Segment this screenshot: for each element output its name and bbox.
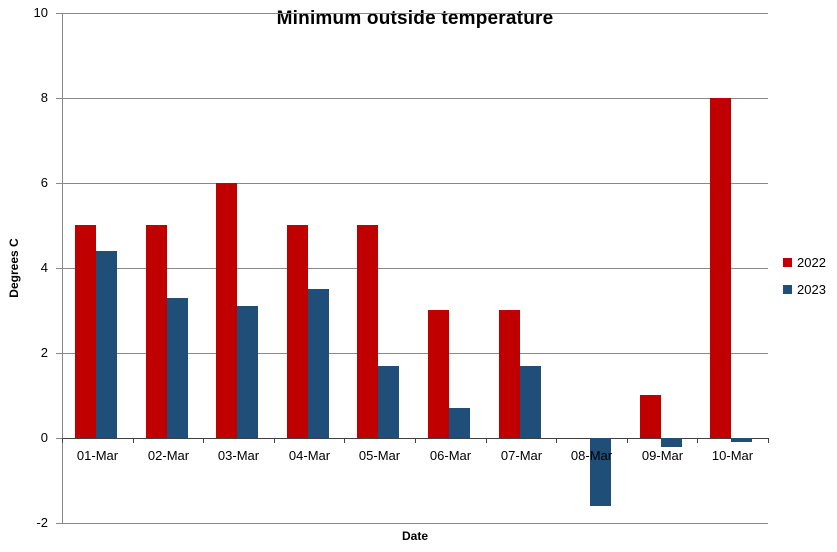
y-axis-tick — [56, 183, 62, 184]
plot-area — [62, 13, 768, 524]
x-tick-label: 06-Mar — [429, 448, 472, 463]
legend-swatch-2023 — [783, 285, 792, 294]
y-axis-tick — [56, 98, 62, 99]
y-tick-label: 4 — [40, 260, 48, 275]
legend-item-2023: 2023 — [783, 283, 826, 296]
x-axis-tick — [697, 438, 698, 443]
y-axis-tick — [56, 353, 62, 354]
bar-2022-10-Mar — [710, 98, 731, 438]
x-axis-tick — [486, 438, 487, 443]
x-axis-title: Date — [401, 529, 428, 543]
y-tick-label: 0 — [40, 430, 48, 445]
x-axis-tick — [203, 438, 204, 443]
x-axis-tick — [62, 438, 63, 443]
legend-label-2022: 2022 — [797, 255, 826, 270]
x-tick-label: 05-Mar — [358, 448, 401, 463]
bar-2022-07-Mar — [499, 310, 520, 438]
x-tick-label: 10-Mar — [711, 448, 754, 463]
y-tick-label: -2 — [36, 515, 48, 530]
x-tick-label: 04-Mar — [288, 448, 331, 463]
y-axis-tick — [56, 523, 62, 524]
y-tick-label: 6 — [40, 175, 48, 190]
legend: 2022 2023 — [783, 256, 826, 310]
bar-2022-09-Mar — [640, 395, 661, 438]
y-axis-tick — [56, 268, 62, 269]
x-axis-tick — [133, 438, 134, 443]
gridline — [62, 98, 768, 99]
x-axis-tick — [415, 438, 416, 443]
bar-2023-06-Mar — [449, 408, 470, 438]
y-axis-tick — [56, 438, 62, 439]
bar-2022-04-Mar — [287, 225, 308, 438]
x-axis-tick — [556, 438, 557, 443]
y-axis-tick — [56, 13, 62, 14]
bar-2023-08-Mar — [590, 438, 611, 506]
x-axis-tick — [768, 438, 769, 443]
bar-2023-04-Mar — [308, 289, 329, 438]
bar-2022-06-Mar — [428, 310, 449, 438]
bar-2023-10-Mar — [731, 438, 752, 442]
x-axis-tick — [627, 438, 628, 443]
bar-2022-05-Mar — [357, 225, 378, 438]
x-tick-label: 09-Mar — [641, 448, 684, 463]
bar-2023-01-Mar — [96, 251, 117, 438]
bar-2022-03-Mar — [216, 183, 237, 438]
x-axis-tick — [344, 438, 345, 443]
legend-item-2022: 2022 — [783, 256, 826, 269]
bar-2023-09-Mar — [661, 438, 682, 447]
y-tick-label: 10 — [33, 5, 48, 20]
x-tick-label: 08-Mar — [570, 448, 613, 463]
gridline — [62, 183, 768, 184]
gridline — [62, 13, 768, 14]
gridline — [62, 353, 768, 354]
x-axis-tick — [274, 438, 275, 443]
bar-2023-02-Mar — [167, 298, 188, 438]
legend-swatch-2022 — [783, 258, 792, 267]
x-tick-label: 07-Mar — [500, 448, 543, 463]
bar-2023-07-Mar — [520, 366, 541, 438]
gridline — [62, 523, 768, 524]
x-tick-label: 01-Mar — [76, 448, 119, 463]
bar-2022-01-Mar — [75, 225, 96, 438]
bar-2023-03-Mar — [237, 306, 258, 438]
y-tick-label: 8 — [40, 90, 48, 105]
legend-label-2023: 2023 — [797, 282, 826, 297]
gridline — [62, 268, 768, 269]
x-tick-label: 03-Mar — [217, 448, 260, 463]
bar-2023-05-Mar — [378, 366, 399, 438]
y-tick-label: 2 — [40, 345, 48, 360]
bar-2022-02-Mar — [146, 225, 167, 438]
x-tick-label: 02-Mar — [147, 448, 190, 463]
